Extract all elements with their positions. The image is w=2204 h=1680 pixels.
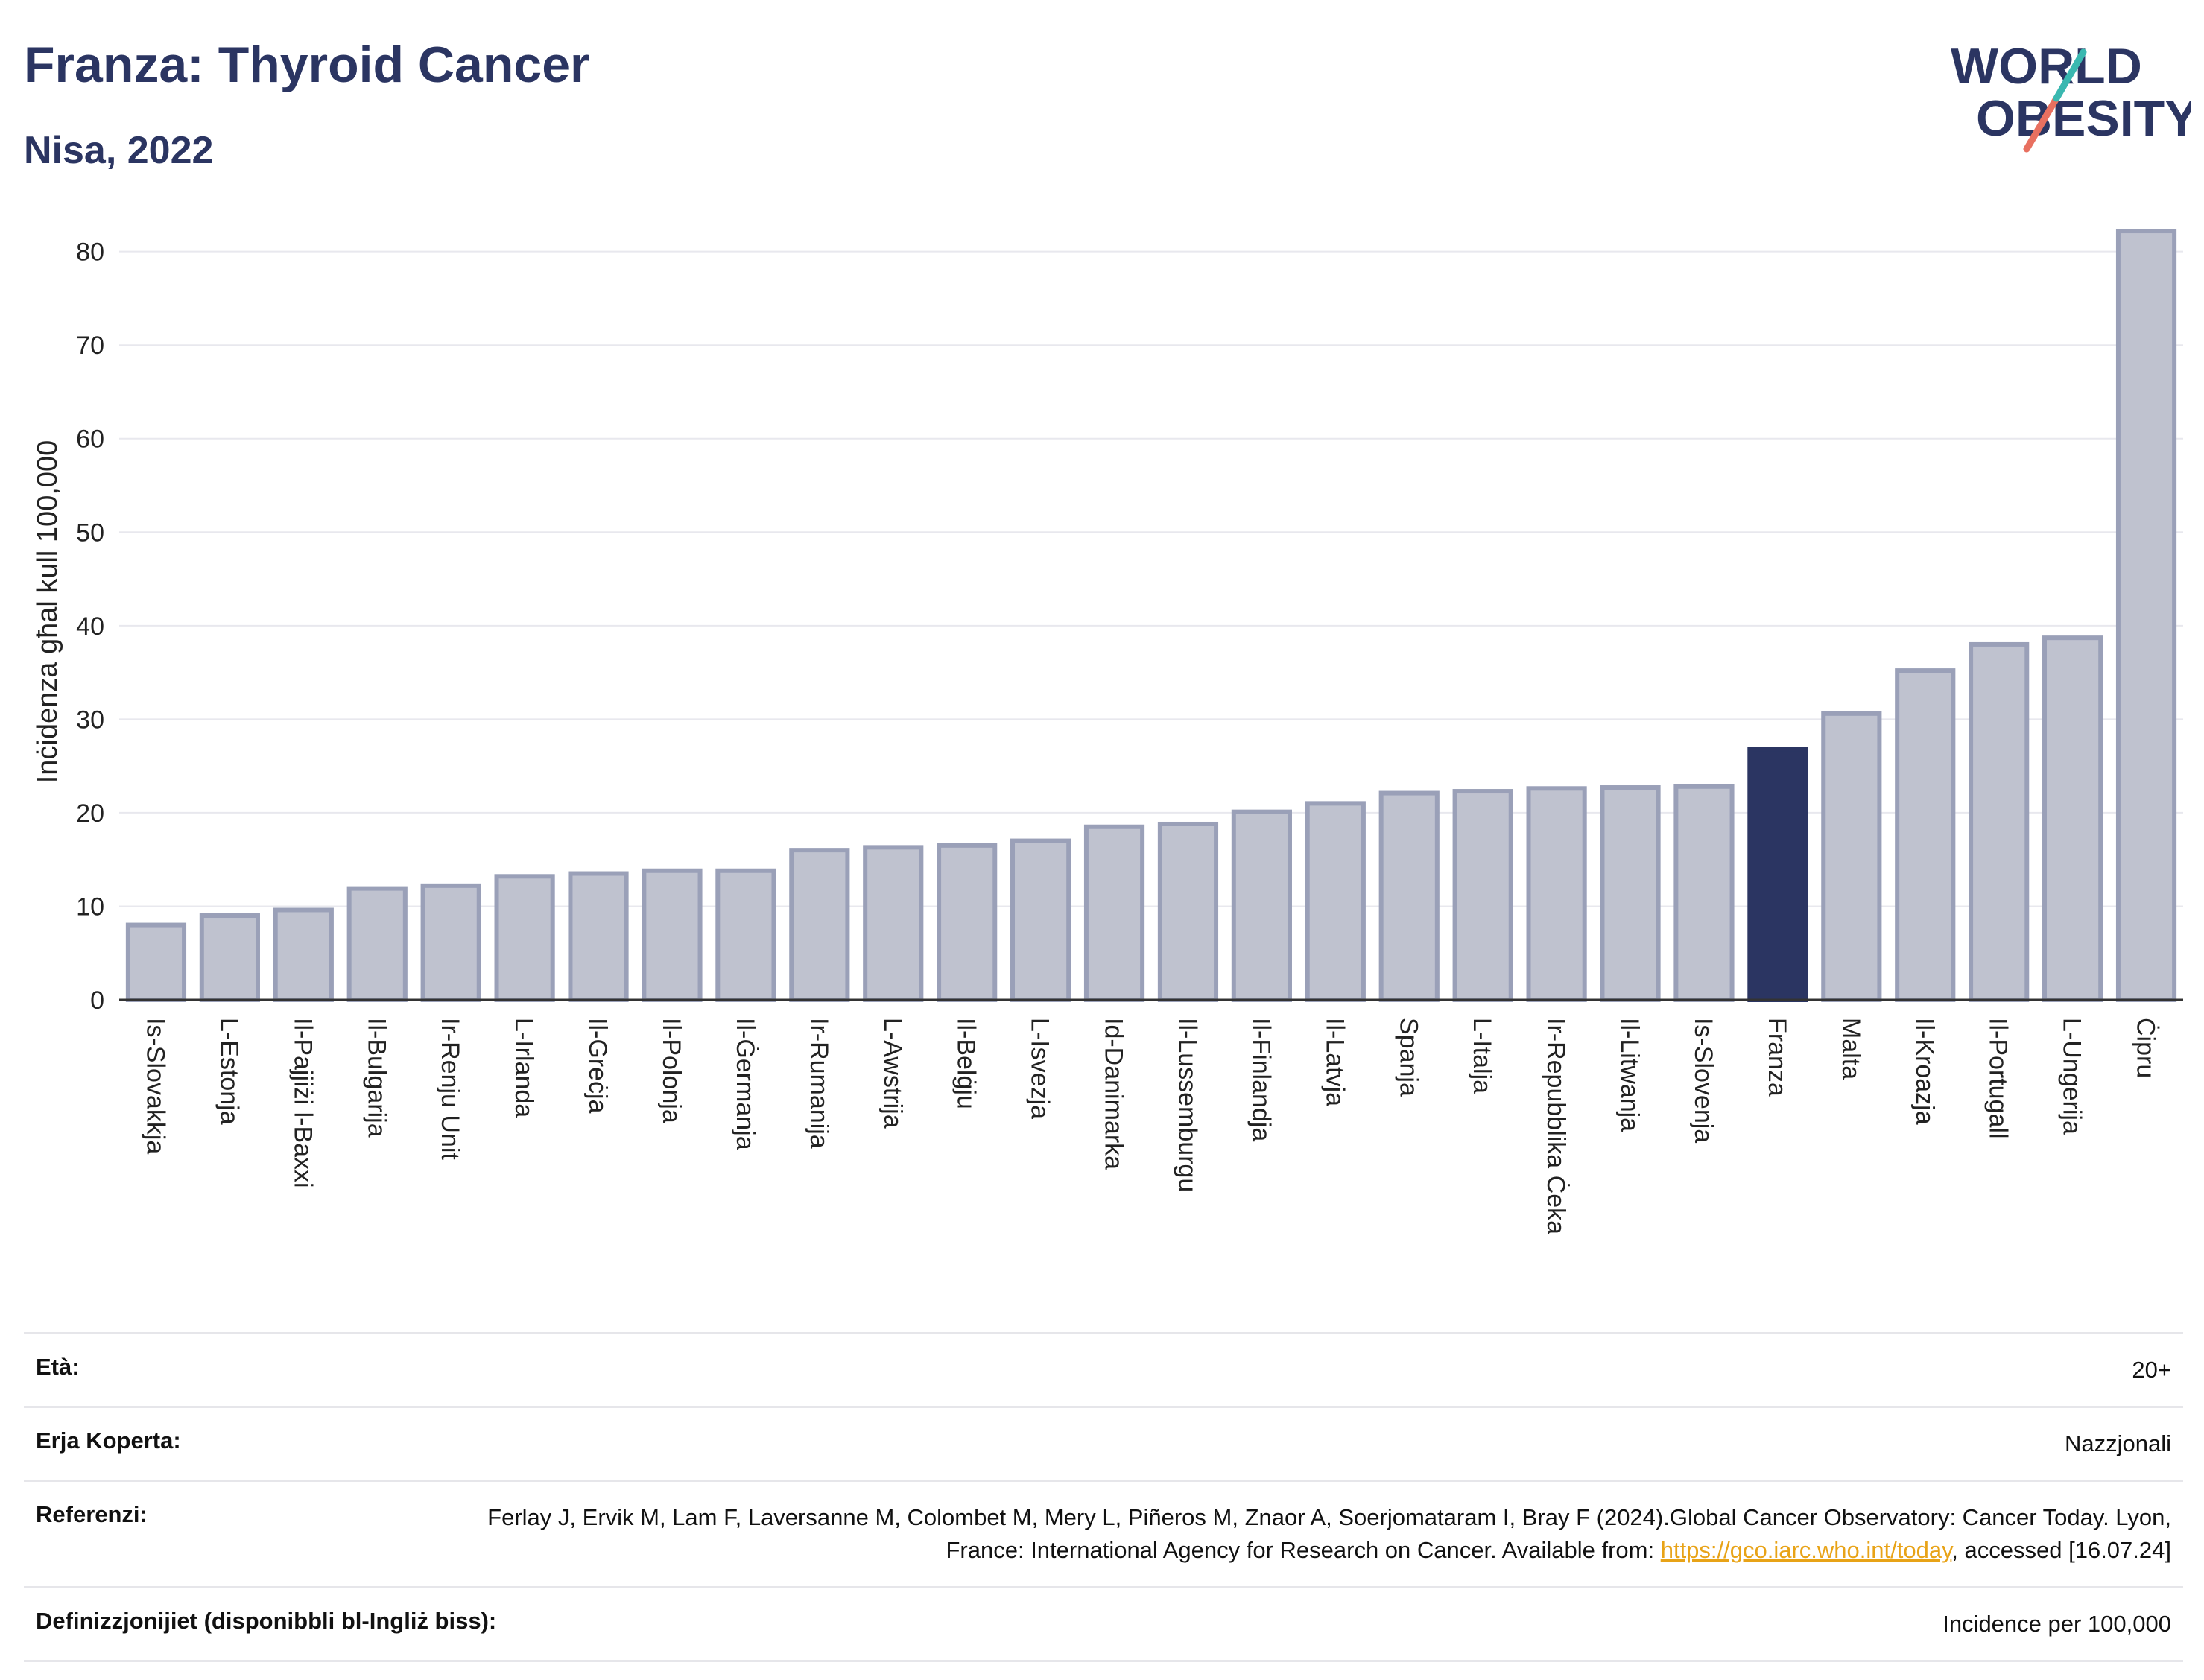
bar bbox=[1452, 789, 1513, 1003]
bar bbox=[642, 868, 703, 1003]
world-obesity-logo: WORLD OBESITY bbox=[1951, 38, 2191, 153]
bar bbox=[568, 871, 629, 1002]
y-tick-label: 60 bbox=[76, 425, 104, 454]
definitions-value: Incidence per 100,000 bbox=[1942, 1611, 2171, 1637]
x-tick-label: Spanja bbox=[1394, 1018, 1422, 1097]
bar bbox=[1305, 801, 1366, 1002]
meta-row-reference: Referenzi: Ferlay J, Ervik M, Lam F, Lav… bbox=[24, 1480, 2183, 1586]
bar bbox=[1673, 784, 1735, 1003]
bar bbox=[1157, 821, 1219, 1002]
x-tick-label: L-Isvezja bbox=[1026, 1018, 1054, 1119]
reference-accessed: , accessed [16.07.24] bbox=[1951, 1537, 2171, 1563]
x-tick-label: Franza bbox=[1763, 1018, 1791, 1097]
area-value: Nazzjonali bbox=[2064, 1430, 2171, 1456]
x-tick-label: Il-Belġju bbox=[952, 1018, 981, 1109]
x-tick-label: Il-Polonja bbox=[657, 1018, 685, 1123]
bar bbox=[1747, 747, 1808, 1002]
x-tick-label: Il-Portugall bbox=[1984, 1018, 2013, 1139]
bar bbox=[2115, 229, 2177, 1003]
bar bbox=[346, 886, 408, 1003]
area-label: Erja Koperta: bbox=[36, 1427, 181, 1454]
x-tick-label: Id-Danimarka bbox=[1100, 1018, 1128, 1170]
bar bbox=[1600, 785, 1661, 1002]
x-tick-label: Il-Bulgarija bbox=[362, 1018, 390, 1138]
bar bbox=[1969, 641, 2030, 1002]
x-tick-label: L-Irlanda bbox=[510, 1018, 538, 1118]
age-value: 20+ bbox=[2132, 1357, 2171, 1383]
bar bbox=[494, 874, 555, 1002]
bar bbox=[937, 843, 998, 1003]
x-tick-label: Ċipru bbox=[2132, 1018, 2160, 1078]
y-tick-label: 20 bbox=[76, 799, 104, 828]
bar bbox=[715, 868, 776, 1003]
y-tick-label: 10 bbox=[76, 893, 104, 921]
x-tick-label: L-Ungerija bbox=[2058, 1018, 2086, 1135]
x-tick-label: Il-Ġermanja bbox=[731, 1018, 759, 1150]
age-label: Età: bbox=[36, 1354, 80, 1380]
x-tick-label: Il-Latvja bbox=[1320, 1018, 1349, 1106]
bar bbox=[199, 913, 260, 1003]
bar bbox=[1895, 668, 1956, 1002]
reference-label: Referenzi: bbox=[36, 1501, 148, 1527]
x-tick-label: Is-Slovenja bbox=[1689, 1018, 1717, 1143]
x-tick-label: Il-Kroazja bbox=[1910, 1018, 1939, 1125]
metadata-table: Età: 20+ Erja Koperta: Nazzjonali Refere… bbox=[24, 1332, 2183, 1662]
bar bbox=[1083, 824, 1145, 1002]
chart-title: Franza: Thyroid Cancer bbox=[24, 37, 590, 93]
x-tick-label: Il-Litwanja bbox=[1615, 1018, 1644, 1132]
y-tick-label: 0 bbox=[90, 986, 104, 1015]
meta-row-definitions: Definizzjonijiet (disponibbli bl-Ingliż … bbox=[24, 1586, 2183, 1662]
x-tick-label: L-Estonja bbox=[215, 1018, 243, 1125]
bar bbox=[2042, 635, 2103, 1002]
y-axis-label: Inċidenza għal kull 100,000 bbox=[32, 440, 63, 784]
y-tick-label: 70 bbox=[76, 332, 104, 360]
bar bbox=[863, 845, 924, 1002]
meta-row-age: Età: 20+ bbox=[24, 1332, 2183, 1406]
x-tick-label: Il-Pajjiżi l-Baxxi bbox=[288, 1018, 317, 1188]
x-tick-label: Ir-Repubblika Ċeka bbox=[1542, 1018, 1570, 1234]
reference-link[interactable]: https://gco.iarc.who.int/today bbox=[1660, 1537, 1952, 1563]
y-tick-label: 50 bbox=[76, 519, 104, 547]
x-tick-label: L-Awstrija bbox=[878, 1018, 907, 1129]
bar bbox=[789, 848, 850, 1003]
y-tick-label: 80 bbox=[76, 238, 104, 267]
bar bbox=[273, 907, 334, 1002]
reference-text: Ferlay J, Ervik M, Lam F, Laversanne M, … bbox=[487, 1504, 2171, 1563]
bar bbox=[1378, 790, 1440, 1002]
meta-row-area: Erja Koperta: Nazzjonali bbox=[24, 1406, 2183, 1480]
x-tick-label: Malta bbox=[1837, 1018, 1865, 1080]
logo-line1: WORLD bbox=[1951, 38, 2142, 95]
x-tick-label: Il-Finlandja bbox=[1247, 1018, 1275, 1141]
bar bbox=[1010, 838, 1071, 1003]
bar bbox=[125, 922, 187, 1003]
bar-chart: 0 10 20 30 40 50 60 70 80 Inċidenza għal kull 100… bbox=[32, 229, 2183, 1234]
x-tick-label: Il-Lussemburgu bbox=[1173, 1018, 1201, 1192]
logo-line2: OBESITY bbox=[1976, 90, 2191, 147]
bar bbox=[1821, 711, 1882, 1002]
definitions-label: Definizzjonijiet (disponibbli bl-Ingliż … bbox=[36, 1608, 497, 1634]
reference-value: Ferlay J, Ervik M, Lam F, Laversanne M, … bbox=[420, 1501, 2171, 1567]
x-tick-label: Is-Slovakkja bbox=[141, 1018, 169, 1154]
bar bbox=[1231, 809, 1292, 1003]
x-tick-label: Il-Greċja bbox=[583, 1018, 612, 1114]
y-tick-label: 30 bbox=[76, 706, 104, 734]
x-tick-label: Ir-Rumanija bbox=[805, 1018, 833, 1149]
bar bbox=[1526, 786, 1587, 1002]
x-tick-label: Ir-Renju Unit bbox=[436, 1018, 464, 1160]
chart-subtitle: Nisa, 2022 bbox=[24, 129, 214, 172]
bar bbox=[420, 883, 481, 1002]
x-tick-label: L-Italja bbox=[1468, 1018, 1496, 1094]
y-tick-label: 40 bbox=[76, 612, 104, 641]
